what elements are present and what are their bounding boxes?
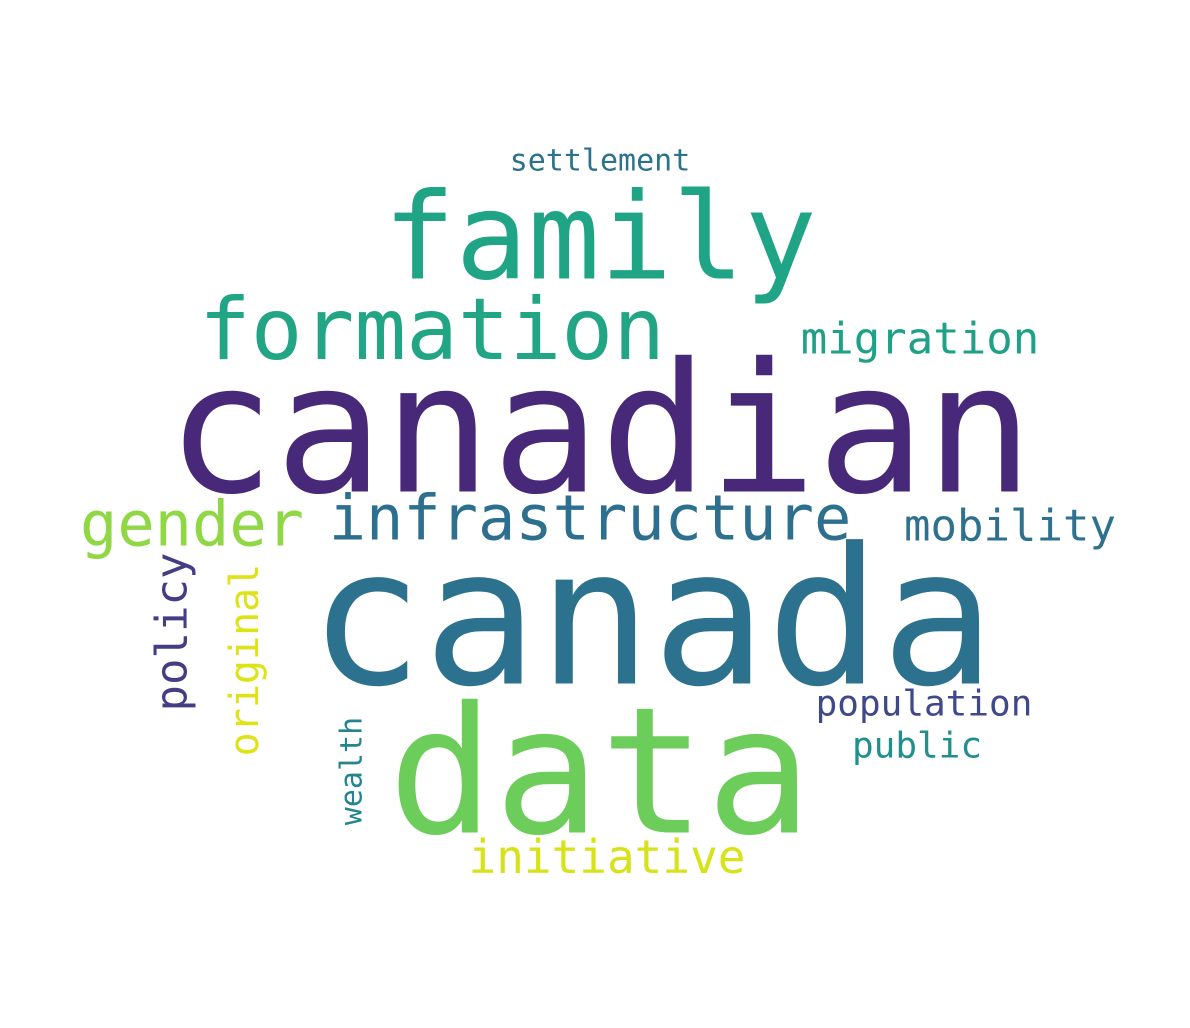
word-canada: canada xyxy=(309,508,995,729)
word-public: public xyxy=(852,726,982,767)
word-mobility: mobility xyxy=(904,501,1116,552)
word-data: data xyxy=(388,670,812,875)
word-initiative: initiative xyxy=(469,830,746,884)
word-family: family xyxy=(383,169,816,308)
word-canadian: canadian xyxy=(167,326,1034,535)
word-formation: formation xyxy=(199,280,665,380)
word-policy: policy xyxy=(147,553,198,712)
word-infrastructure: infrastructure xyxy=(329,482,852,555)
word-settlement: settlement xyxy=(510,144,691,179)
word-gender: gender xyxy=(80,488,304,561)
word-original: original xyxy=(222,564,268,757)
word-migration: migration xyxy=(801,314,1039,365)
word-population: population xyxy=(816,684,1033,725)
word-wealth: wealth xyxy=(335,717,370,825)
